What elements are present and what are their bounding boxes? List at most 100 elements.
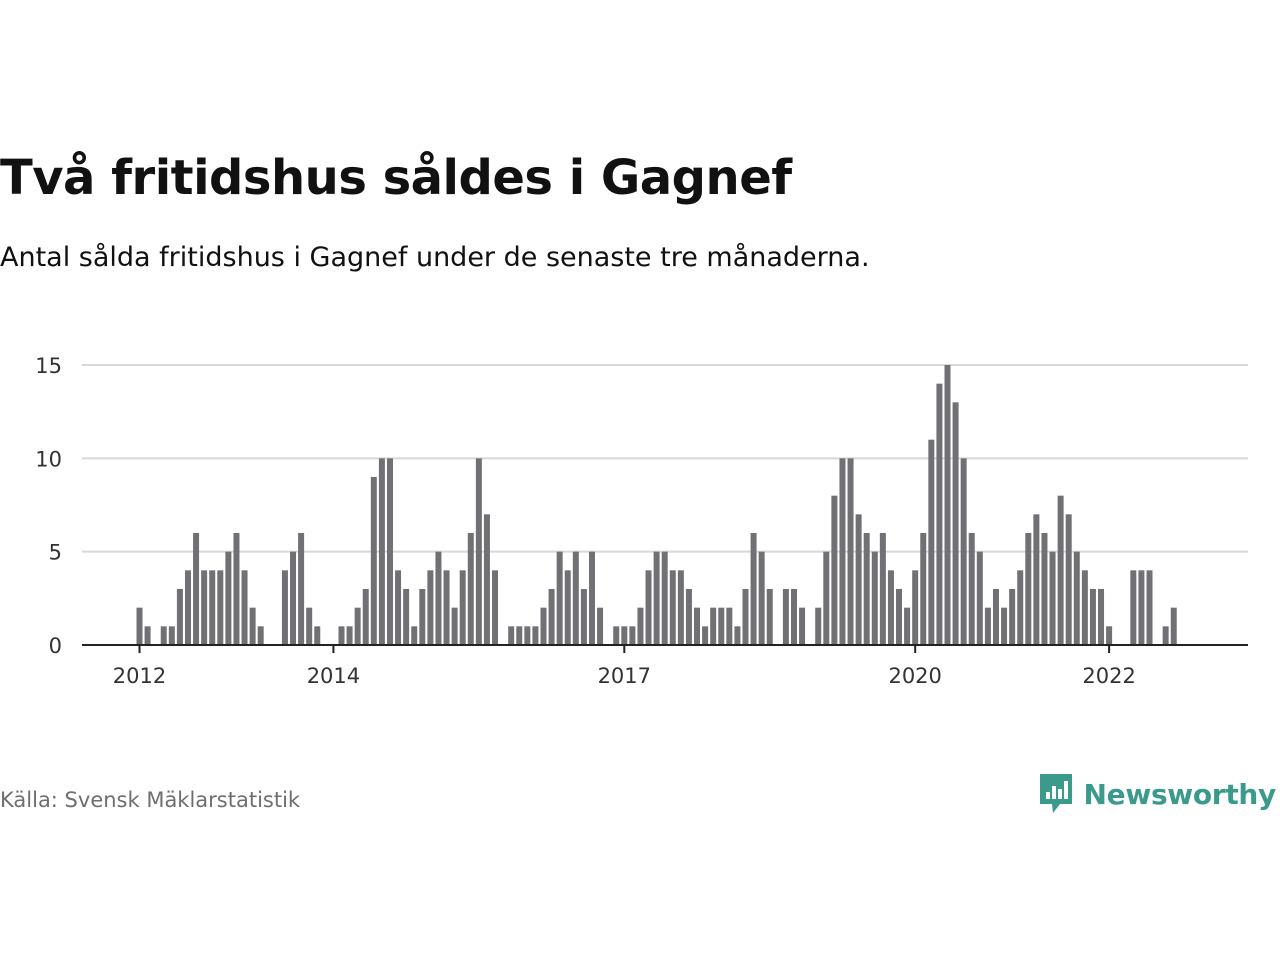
bar (1049, 551, 1056, 645)
bar (378, 458, 385, 645)
bar (1162, 626, 1169, 645)
bar (912, 570, 919, 645)
bar (863, 533, 870, 645)
y-tick-label: 15 (35, 354, 62, 378)
bar (1057, 495, 1064, 645)
bar (726, 607, 733, 645)
bar (896, 589, 903, 645)
bar (871, 551, 878, 645)
bar (281, 570, 288, 645)
bar (952, 402, 959, 645)
bar (645, 570, 652, 645)
bar (685, 589, 692, 645)
bar (136, 607, 143, 645)
bar (435, 551, 442, 645)
bar (839, 458, 846, 645)
x-tick-label: 2022 (1082, 664, 1135, 688)
bar (580, 589, 587, 645)
bar (1065, 514, 1072, 645)
bar (395, 570, 402, 645)
bar (734, 626, 741, 645)
bar (766, 589, 773, 645)
highlight-value-label: 2 (1191, 340, 1204, 345)
bar (346, 626, 353, 645)
brand-name: Newsworthy (1083, 777, 1277, 811)
bar (354, 607, 361, 645)
bar (362, 589, 369, 645)
chart-subtitle: Antal sålda fritidshus i Gagnef under de… (0, 242, 870, 273)
bar (742, 589, 749, 645)
bars (136, 365, 1177, 645)
bar (1033, 514, 1040, 645)
bar (516, 626, 523, 645)
bar (597, 607, 604, 645)
bar (201, 570, 208, 645)
bar (588, 551, 595, 645)
bar (984, 607, 991, 645)
source-note: Källa: Svensk Mäklarstatistik (0, 788, 301, 812)
bar (532, 626, 539, 645)
bar (629, 626, 636, 645)
x-tick-label: 2017 (598, 664, 651, 688)
bar (831, 495, 838, 645)
bar (249, 607, 256, 645)
bar (669, 570, 676, 645)
bar (1106, 626, 1113, 645)
bar (548, 589, 555, 645)
bar (427, 570, 434, 645)
bar (936, 383, 943, 645)
bar-chart: 0 5 10 15 2012 2014 2017 2020 2022 2 (35, 340, 1248, 688)
newsworthy-logo-icon (1039, 774, 1072, 813)
axes: 0 5 10 15 2012 2014 2017 2020 2022 2 (35, 340, 1248, 688)
bar (443, 570, 450, 645)
bar (225, 551, 232, 645)
bar (710, 607, 717, 645)
x-tick-label: 2012 (113, 664, 166, 688)
bar (1081, 570, 1088, 645)
bar (1138, 570, 1145, 645)
bar (338, 626, 345, 645)
bar (847, 458, 854, 645)
bar (217, 570, 224, 645)
bar (661, 551, 668, 645)
bar (176, 589, 183, 645)
y-tick-label: 0 (49, 634, 62, 658)
bar (782, 589, 789, 645)
bar (815, 607, 822, 645)
bar (1009, 589, 1016, 645)
bar (572, 551, 579, 645)
bar (879, 533, 886, 645)
bar (419, 589, 426, 645)
bar (467, 533, 474, 645)
x-tick-label: 2014 (307, 664, 360, 688)
bar (1025, 533, 1032, 645)
bar (411, 626, 418, 645)
bar (928, 439, 935, 645)
x-tick-label: 2020 (888, 664, 941, 688)
bar (233, 533, 240, 645)
bar (144, 626, 151, 645)
bar (790, 589, 797, 645)
y-tick-label: 5 (49, 541, 62, 565)
chart-title: Två fritidshus såldes i Gagnef (0, 150, 792, 206)
bar (621, 626, 628, 645)
bar (168, 626, 175, 645)
bar (492, 570, 499, 645)
bar (314, 626, 321, 645)
brand-logo[interactable]: Newsworthy (1038, 772, 1276, 816)
bar (677, 570, 684, 645)
bar (564, 570, 571, 645)
bar (613, 626, 620, 645)
bar (160, 626, 167, 645)
bar (1017, 570, 1024, 645)
bar (1098, 589, 1105, 645)
bar (524, 626, 531, 645)
bar (823, 551, 830, 645)
bar (540, 607, 547, 645)
bar (750, 533, 757, 645)
grid-lines (82, 364, 1248, 553)
bar (209, 570, 216, 645)
bar (1089, 589, 1096, 645)
bar (1170, 607, 1177, 645)
bar (1041, 533, 1048, 645)
